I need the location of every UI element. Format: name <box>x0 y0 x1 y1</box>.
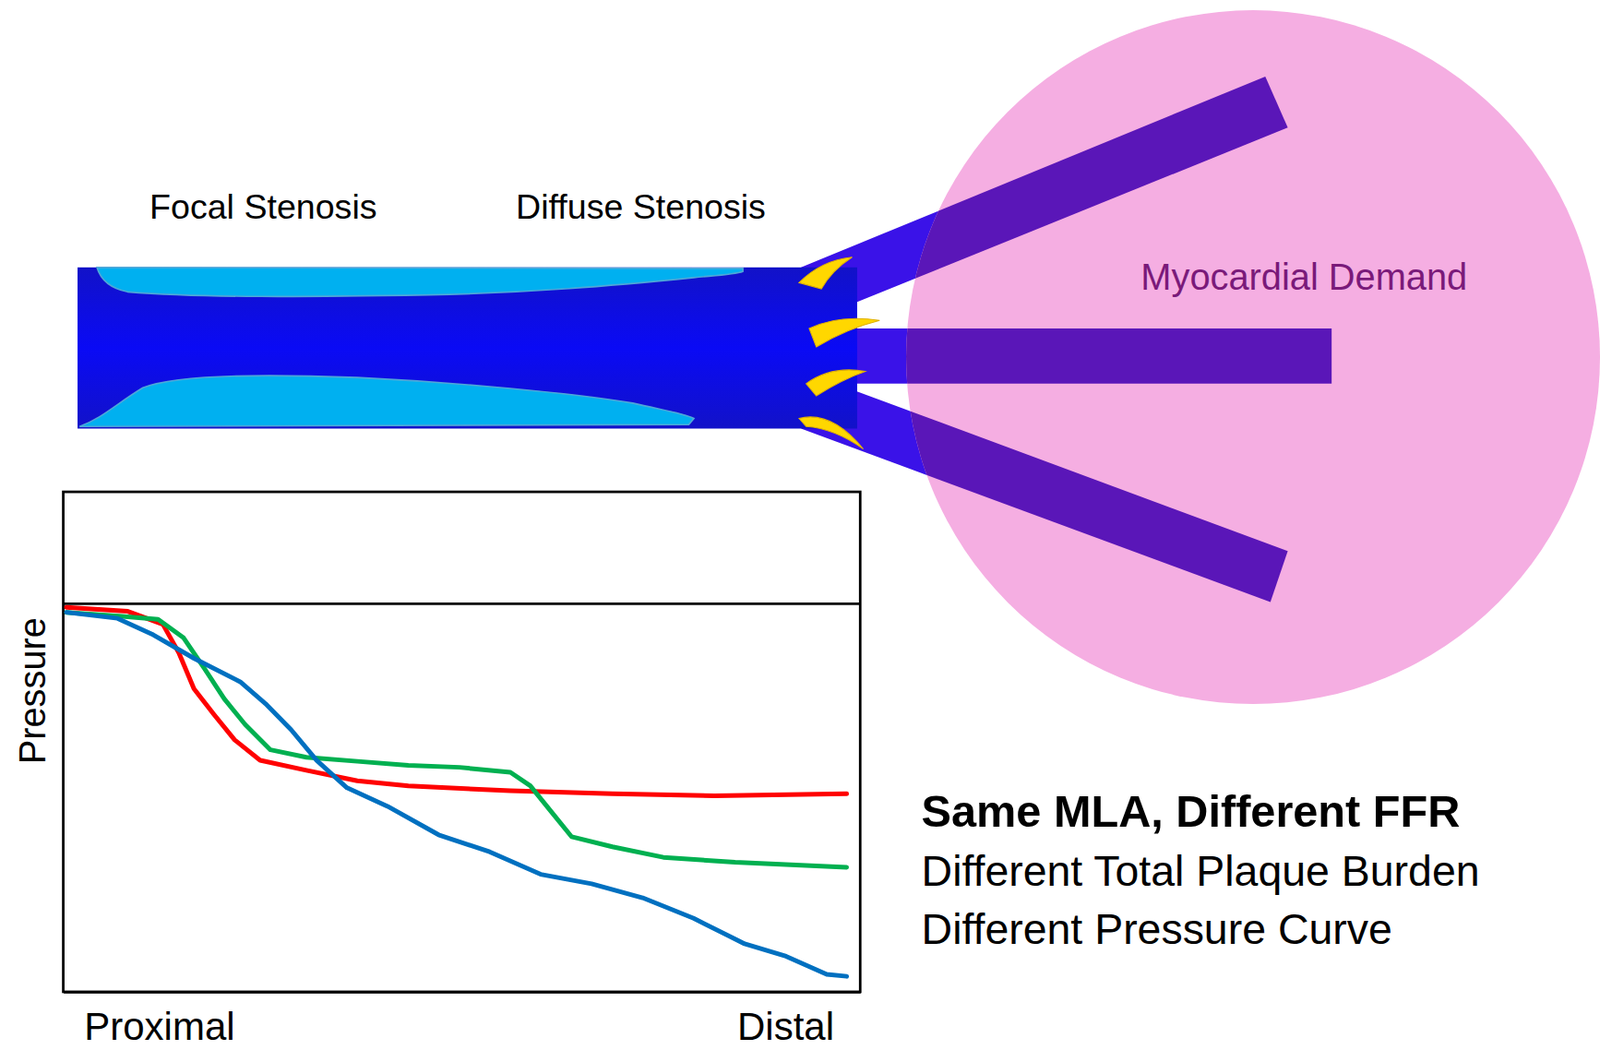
valve-leaflet <box>799 417 864 450</box>
plaque-bottom <box>79 375 694 427</box>
vessel-diagram <box>77 10 1600 705</box>
x-tick-label: Distal <box>737 1004 835 1049</box>
main-vessel <box>77 267 858 430</box>
x-axis: Proximal Distal <box>63 991 861 1049</box>
branch-vessel-tinted <box>847 328 1332 384</box>
caption-line: Different Total Plaque Burden <box>921 847 1481 896</box>
branch-vessel <box>847 328 1332 384</box>
x-axis-line <box>63 991 861 994</box>
caption-title: Same MLA, Different FFR <box>921 786 1461 836</box>
branch-in-myocardium <box>800 76 1332 603</box>
figure: Focal Stenosis Diffuse Stenosis Myocardial… <box>0 0 1600 1050</box>
plaque-top <box>96 267 743 298</box>
reference-pressure-line <box>63 602 861 606</box>
x-tick-label: Proximal <box>83 1004 235 1049</box>
myocardial-demand-label: Myocardial Demand <box>1140 256 1468 298</box>
x-tick: Distal <box>737 991 861 1049</box>
focal-stenosis-label: Focal Stenosis <box>149 187 377 227</box>
pressure-curve <box>66 612 848 977</box>
pressure-curves <box>66 607 848 977</box>
x-tick: Proximal <box>63 991 236 1049</box>
plot-frame <box>63 491 861 992</box>
valve-leaflet <box>809 318 880 347</box>
valve-leaflet <box>799 257 853 289</box>
branch-vessel-tinted <box>800 387 1288 602</box>
y-axis-title: Pressure <box>11 617 53 765</box>
diffuse-stenosis-label: Diffuse Stenosis <box>515 187 766 227</box>
valve-leaflet <box>806 370 866 396</box>
caption-line: Different Pressure Curve <box>921 905 1393 954</box>
